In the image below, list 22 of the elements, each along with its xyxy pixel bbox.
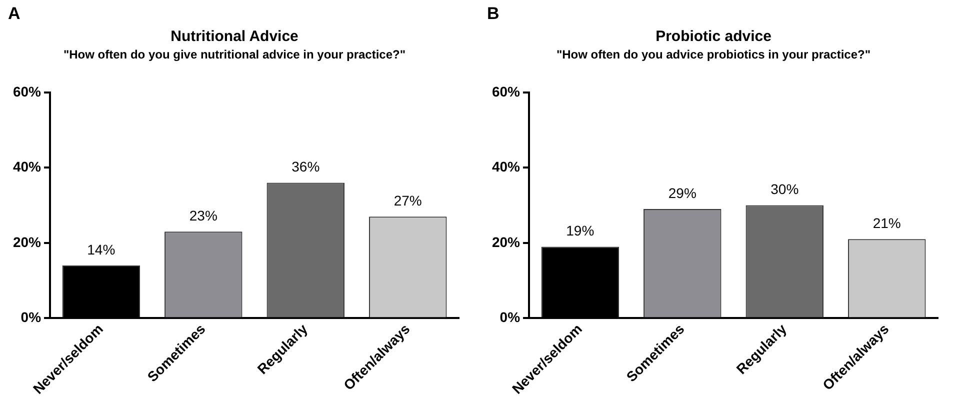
y-tick-label: 60%: [12, 83, 42, 100]
text: A: [8, 4, 20, 24]
y-tick-label: 40%: [492, 158, 521, 175]
data-label: 29%: [668, 184, 696, 201]
chart-title: Probiotic advice: [656, 28, 772, 46]
data-label: 23%: [189, 208, 218, 224]
chart-title: Nutritional Advice: [170, 28, 298, 46]
text: B: [487, 4, 500, 24]
data-label: 21%: [872, 215, 901, 232]
data-label: 36%: [292, 158, 320, 175]
y-tick-label: 60%: [492, 83, 521, 100]
chart-subtitle: "How often do you advice probiotics in your practice?": [556, 48, 871, 62]
data-label: 30%: [770, 181, 799, 198]
data-label: 27%: [394, 192, 422, 208]
y-tick-label: 0%: [500, 309, 521, 326]
y-tick-label: 40%: [12, 158, 42, 175]
y-tick-label: 0%: [20, 309, 42, 326]
y-tick-label: 20%: [12, 234, 42, 250]
chart-subtitle: "How often do you give nutritional advice in your practice?": [63, 48, 406, 62]
data-label: 14%: [87, 241, 116, 258]
data-label: 19%: [566, 222, 594, 239]
y-tick-label: 20%: [492, 234, 521, 250]
